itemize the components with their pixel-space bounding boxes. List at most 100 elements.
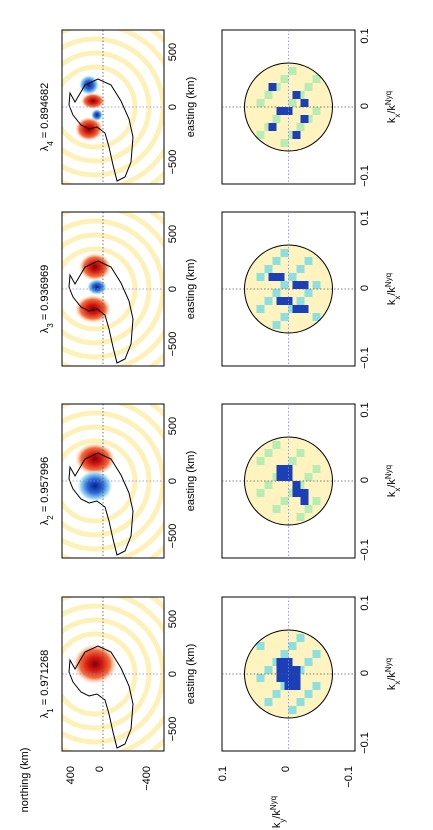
ripple-ring [62,232,152,346]
kx-axis-label: kx/kNyq [384,91,402,123]
label-part: Nyq [384,91,393,105]
spectrum-cell [264,698,273,706]
northing-tick: −400 [141,766,153,791]
northing-axis-label: northing (km) [19,748,31,813]
spectrum-cell [304,289,313,297]
anomaly-blob [79,253,111,281]
eigenvalue-title: λ2 = 0.957996 [39,457,55,525]
ripple-ring [62,218,164,360]
spectrum-cell [288,99,297,107]
label-part: = 0.971268 [39,650,51,708]
easting-tick: −500 [167,717,179,742]
anomaly-blob [77,470,113,502]
spectrum-cell [304,690,313,698]
map-panel-4 [62,30,164,184]
spectrum-peak-cell [292,281,301,289]
easting-axis-label: easting (km) [185,451,197,512]
spectrum-peak-cell [284,658,293,666]
spectrum-cell [256,642,265,650]
label-part: /k [271,810,283,819]
spectrum-peak-cell [284,465,293,473]
spectrum-peak-cell [268,273,277,281]
northing-tick: 400 [65,766,77,784]
spectrum-cell [264,666,273,674]
label-part: = 0.894682 [39,83,51,141]
kx-axis-label: kx/kNyq [384,658,402,690]
label-part: /k [386,105,398,114]
easting-tick: 0 [167,671,179,677]
label-part: k [386,299,398,305]
label-part: y [278,819,287,823]
label-part: x [393,488,402,492]
spectrum-peak-cell [276,658,285,666]
label-part: k [386,491,398,497]
spectrum-cell [304,473,313,481]
label-part: 4 [46,141,55,146]
spectrum-peak-cell [300,115,309,123]
region-outline [68,260,134,364]
spectrum-cell [280,313,289,321]
label-part: = 0.936969 [39,265,51,323]
label-part: 3 [46,323,55,328]
spectrum-cell [280,281,289,289]
easting-tick: 0 [167,104,179,110]
spectrum-peak-cell [276,473,285,481]
northing-tick: 0 [94,766,106,772]
label-part: /k [386,672,398,681]
spectrum-cell [264,297,273,305]
spectrum-panel-4 [221,29,356,185]
kx-tick: 0.1 [359,595,371,610]
spectrum-peak-cell [276,465,285,473]
spectrum-cell [288,642,297,650]
kx-tick: 0.1 [359,402,371,417]
ripple-ring [62,617,152,731]
easting-axis-label: easting (km) [185,644,197,705]
ripple-ring [62,438,138,524]
spectrum-cell [264,481,273,489]
ky-tick: −0.1 [343,766,355,788]
kx-tick: 0.1 [359,210,371,225]
spectrum-cell [288,706,297,714]
spectrum-cell [272,505,281,513]
ripple-ring [62,36,164,178]
kx-tick: −0.1 [359,732,371,754]
kx-axis-label: kx/kNyq [384,465,402,497]
spectrum-cell [304,257,313,265]
anomaly-blob [75,443,115,475]
spectrum-cell [288,67,297,75]
kx-tick: 0.1 [359,28,371,43]
anomaly-blob [79,75,99,95]
spectrum-panel-3 [221,211,356,367]
easting-tick: −500 [167,150,179,175]
ripple-ring [62,50,152,164]
label-part: Nyq [384,465,393,479]
region-outline [68,645,134,749]
easting-axis-label: easting (km) [185,77,197,138]
spectrum-cell [312,650,321,658]
spectrum-cell [272,690,281,698]
spectrum-cell [272,441,281,449]
easting-axis-label: easting (km) [185,259,197,320]
spectrum-peak-cell [276,107,285,115]
spectrum-peak-cell [300,281,309,289]
ripple-ring [62,424,152,538]
spectrum-cell [296,449,305,457]
ripple-ring [62,603,164,745]
spectrum-cell [256,305,265,313]
ripple-ring [62,410,164,552]
spectrum-peak-cell [284,666,293,674]
spectrum-peak-cell [268,83,277,91]
kx-tick: 0 [359,670,371,676]
easting-tick: −500 [167,524,179,549]
spectrum-peak-cell [292,682,301,690]
eigenvalue-title: λ3 = 0.936969 [39,265,55,333]
spectrum-peak-cell [292,481,301,489]
ripple-ring [62,631,138,717]
region-outline [68,452,134,556]
spectrum-cell [256,273,265,281]
spectrum-cell [296,513,305,521]
spectrum-cell [264,91,273,99]
spectrum-peak-cell [300,305,309,313]
spectrum-peak-cell [292,91,301,99]
map-frame [61,403,165,559]
